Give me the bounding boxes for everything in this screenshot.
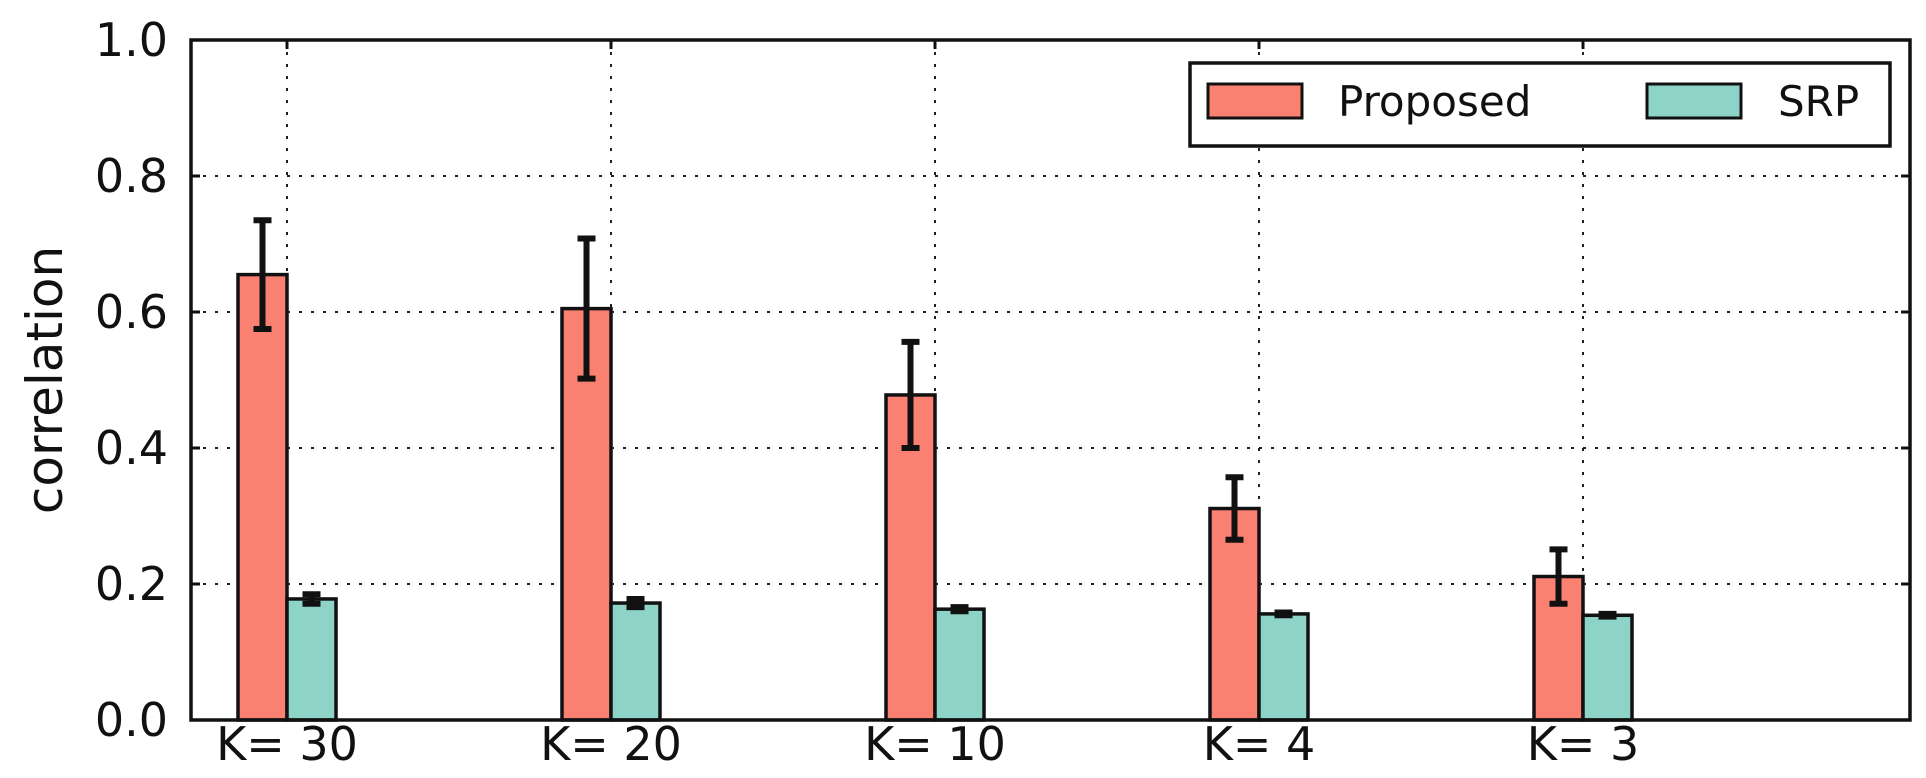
- y-tick-label: 0.6: [95, 285, 168, 339]
- y-tick-label: 1.0: [95, 13, 168, 67]
- x-tick-label: K= 4: [1203, 717, 1316, 771]
- x-tick-label: K= 10: [864, 717, 1006, 771]
- bar-srp: [609, 601, 662, 722]
- legend-swatch-srp: [1645, 82, 1743, 120]
- y-axis-title: correlation: [16, 246, 74, 514]
- x-tick-label: K= 30: [216, 717, 358, 771]
- plot-frame: [189, 38, 1912, 722]
- error-bars: [253, 217, 1617, 620]
- y-tick-label: 0.0: [95, 693, 168, 747]
- legend-label-proposed: Proposed: [1338, 77, 1531, 126]
- x-tick-label: K= 20: [540, 717, 682, 771]
- y-tick-label: 0.4: [95, 421, 168, 475]
- legend-box: [1188, 61, 1892, 148]
- bar-srp: [1257, 612, 1310, 722]
- legend: Proposed SRP: [1188, 61, 1892, 148]
- x-axis-ticks: K= 30 K= 20 K= 10 K= 4 K= 3: [216, 40, 1639, 771]
- y-tick-label: 0.8: [95, 149, 168, 203]
- bar-srp: [933, 607, 986, 722]
- bar-proposed: [236, 272, 289, 722]
- bar-srp: [1581, 613, 1634, 722]
- legend-label-srp: SRP: [1778, 77, 1859, 126]
- y-axis-ticks: 0.0 0.2 0.4 0.6 0.8 1.0: [95, 13, 1910, 747]
- bar-srp: [285, 597, 338, 722]
- x-tick-label: K= 3: [1527, 717, 1640, 771]
- y-tick-label: 0.2: [95, 557, 168, 611]
- legend-swatch-proposed: [1206, 82, 1304, 120]
